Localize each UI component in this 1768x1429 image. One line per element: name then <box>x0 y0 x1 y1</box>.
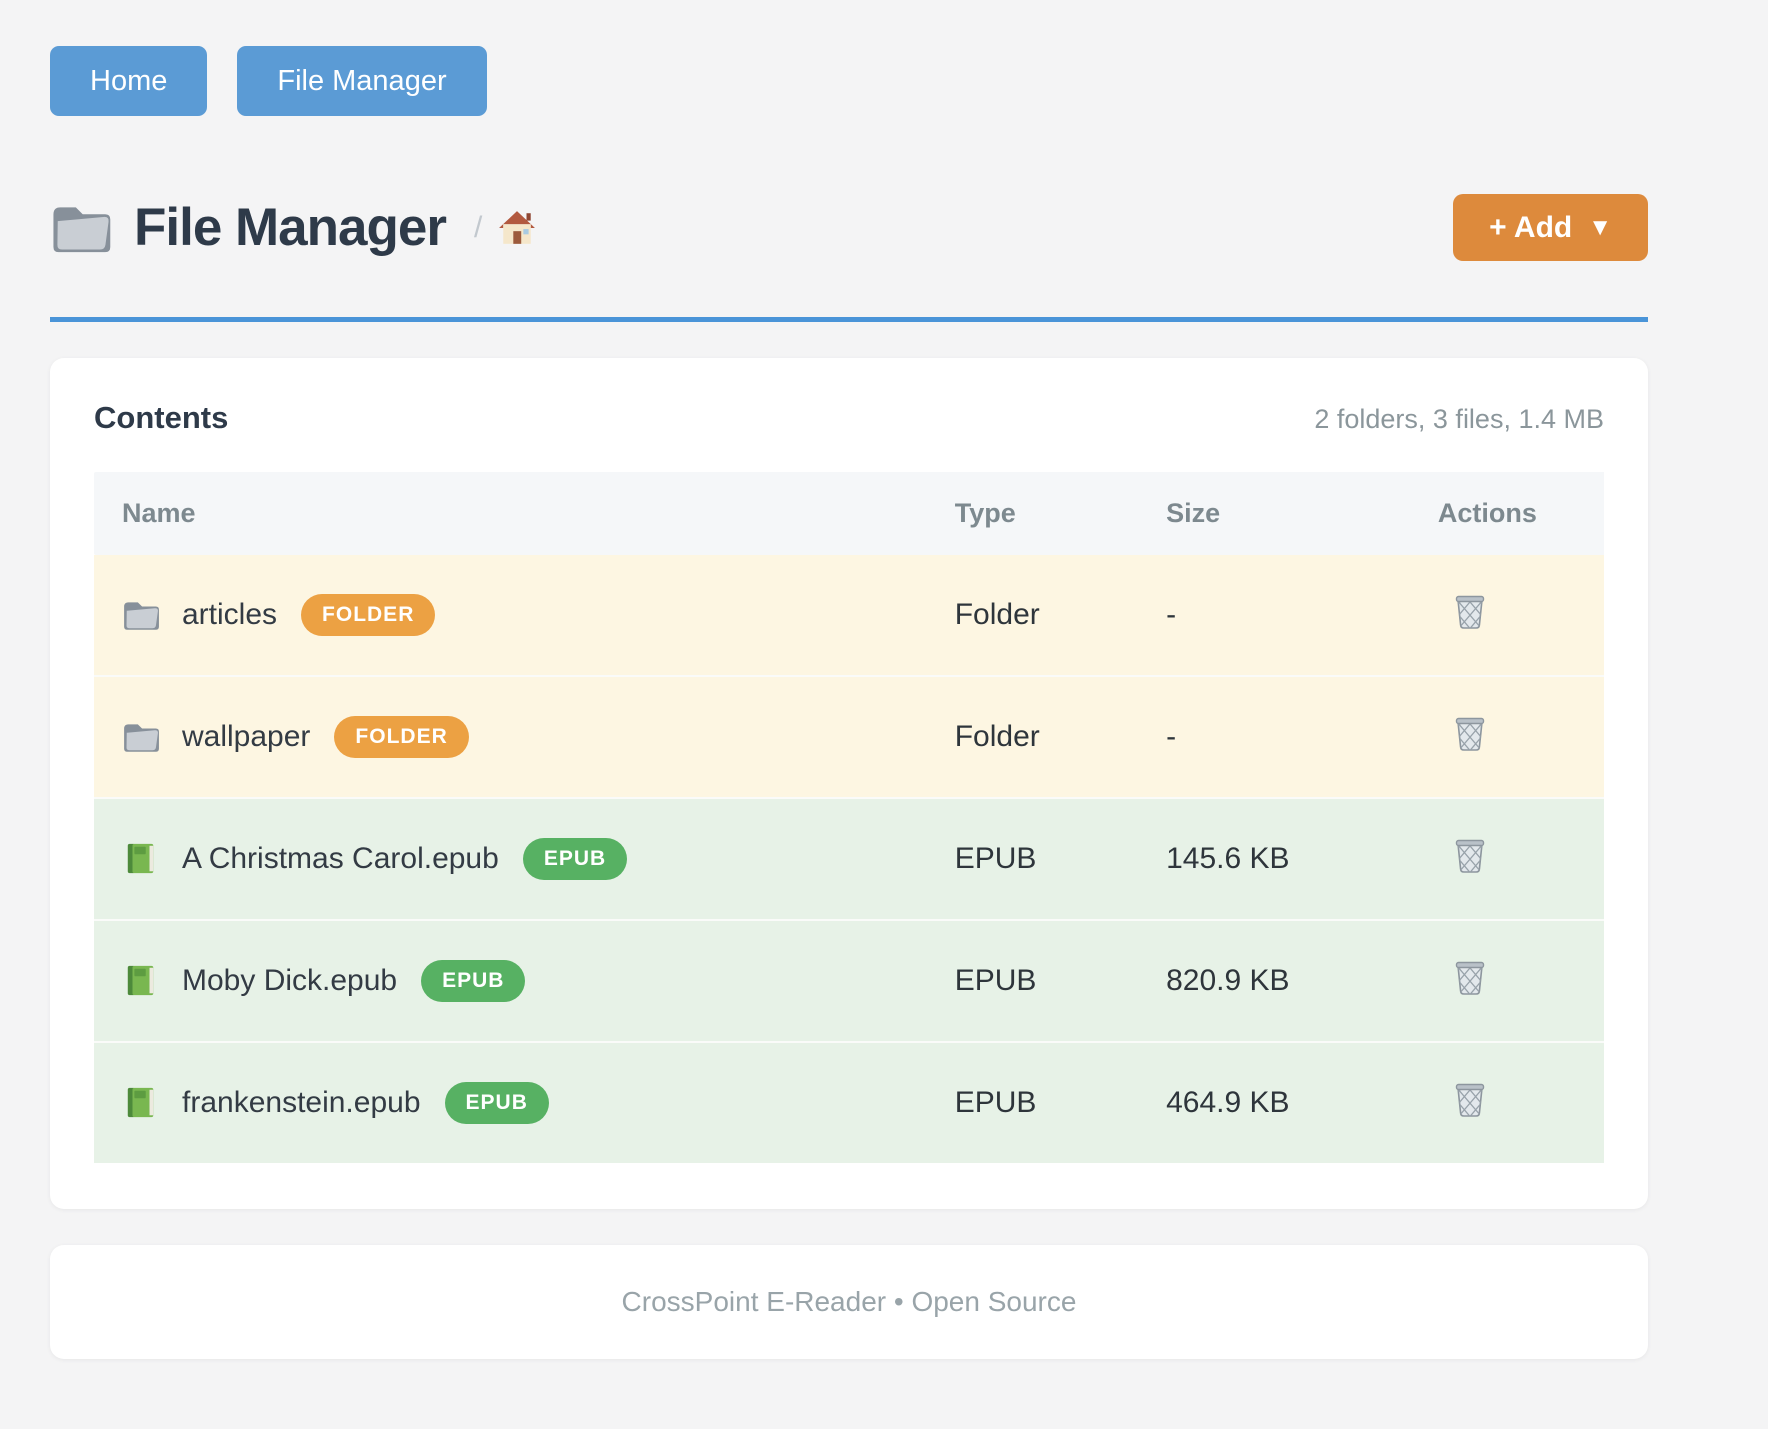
contents-card-header: Contents 2 folders, 3 files, 1.4 MB <box>94 400 1604 436</box>
size-cell: 464.9 KB <box>1166 1041 1438 1163</box>
table-row: Moby Dick.epub EPUB EPUB 820.9 KB <box>94 919 1604 1042</box>
size-cell: 145.6 KB <box>1166 797 1438 920</box>
table-row: A Christmas Carol.epub EPUB EPUB 145.6 K… <box>94 797 1604 920</box>
trash-icon <box>1452 1080 1488 1118</box>
page-header: File Manager / + Add ▼ <box>50 194 1648 322</box>
contents-title: Contents <box>94 400 229 435</box>
home-icon[interactable] <box>498 210 536 246</box>
breadcrumb-separator: / <box>473 210 483 244</box>
folder-name-link[interactable]: wallpaper <box>182 720 311 753</box>
column-header-actions: Actions <box>1437 472 1604 555</box>
epub-badge: EPUB <box>444 1082 549 1124</box>
table-row: frankenstein.epub EPUB EPUB 464.9 KB <box>94 1041 1604 1163</box>
book-icon <box>122 964 160 998</box>
page-title: File Manager <box>134 198 447 257</box>
top-nav: Home File Manager <box>50 46 1648 116</box>
size-cell: - <box>1166 598 1177 631</box>
title-group: File Manager / <box>50 197 536 258</box>
folder-badge: FOLDER <box>334 716 469 758</box>
type-cell: Folder <box>954 675 1167 798</box>
folder-icon <box>122 720 160 754</box>
type-cell: EPUB <box>954 797 1167 920</box>
file-manager-nav-button[interactable]: File Manager <box>237 46 487 116</box>
trash-icon <box>1452 958 1488 996</box>
folder-name-link[interactable]: articles <box>182 598 278 631</box>
file-name-link[interactable]: Moby Dick.epub <box>182 964 398 997</box>
book-icon <box>122 842 160 876</box>
size-cell: - <box>1166 675 1438 798</box>
footer: CrossPoint E-Reader • Open Source <box>50 1245 1648 1359</box>
folder-icon <box>50 202 112 254</box>
add-button-label: + Add <box>1489 210 1573 244</box>
delete-button[interactable] <box>1438 958 1488 996</box>
table-header-row: Name Type Size Actions <box>94 472 1604 555</box>
column-header-size: Size <box>1166 472 1438 555</box>
epub-badge: EPUB <box>522 838 628 880</box>
book-icon <box>122 1086 160 1120</box>
footer-text: CrossPoint E-Reader • Open Source <box>621 1286 1077 1317</box>
type-cell: EPUB <box>954 1041 1167 1163</box>
chevron-down-icon: ▼ <box>1588 213 1612 241</box>
column-header-name: Name <box>94 472 955 555</box>
column-header-type: Type <box>954 472 1167 555</box>
trash-icon <box>1452 592 1488 630</box>
table-row: wallpaper FOLDER Folder - <box>94 675 1604 798</box>
delete-button[interactable] <box>1438 836 1488 874</box>
size-cell: 820.9 KB <box>1166 919 1438 1042</box>
delete-button[interactable] <box>1438 1080 1488 1118</box>
delete-button[interactable] <box>1438 592 1488 630</box>
table-row: articles FOLDER Folder - <box>94 555 1604 676</box>
home-nav-button[interactable]: Home <box>50 46 208 116</box>
epub-badge: EPUB <box>421 960 526 1002</box>
folder-badge: FOLDER <box>301 594 436 636</box>
trash-icon <box>1452 714 1488 752</box>
trash-icon <box>1452 836 1488 874</box>
delete-button[interactable] <box>1438 714 1488 752</box>
file-name-link[interactable]: frankenstein.epub <box>182 1086 421 1119</box>
add-button[interactable]: + Add ▼ <box>1453 194 1648 261</box>
contents-summary: 2 folders, 3 files, 1.4 MB <box>1314 404 1604 434</box>
breadcrumb: / <box>474 210 536 246</box>
type-cell: Folder <box>954 598 1040 631</box>
file-name-link[interactable]: A Christmas Carol.epub <box>182 842 499 875</box>
file-table: Name Type Size Actions articles FOLDER F… <box>94 472 1604 1163</box>
folder-icon <box>122 598 160 632</box>
type-cell: EPUB <box>954 919 1167 1042</box>
contents-card: Contents 2 folders, 3 files, 1.4 MB Name… <box>50 358 1648 1209</box>
